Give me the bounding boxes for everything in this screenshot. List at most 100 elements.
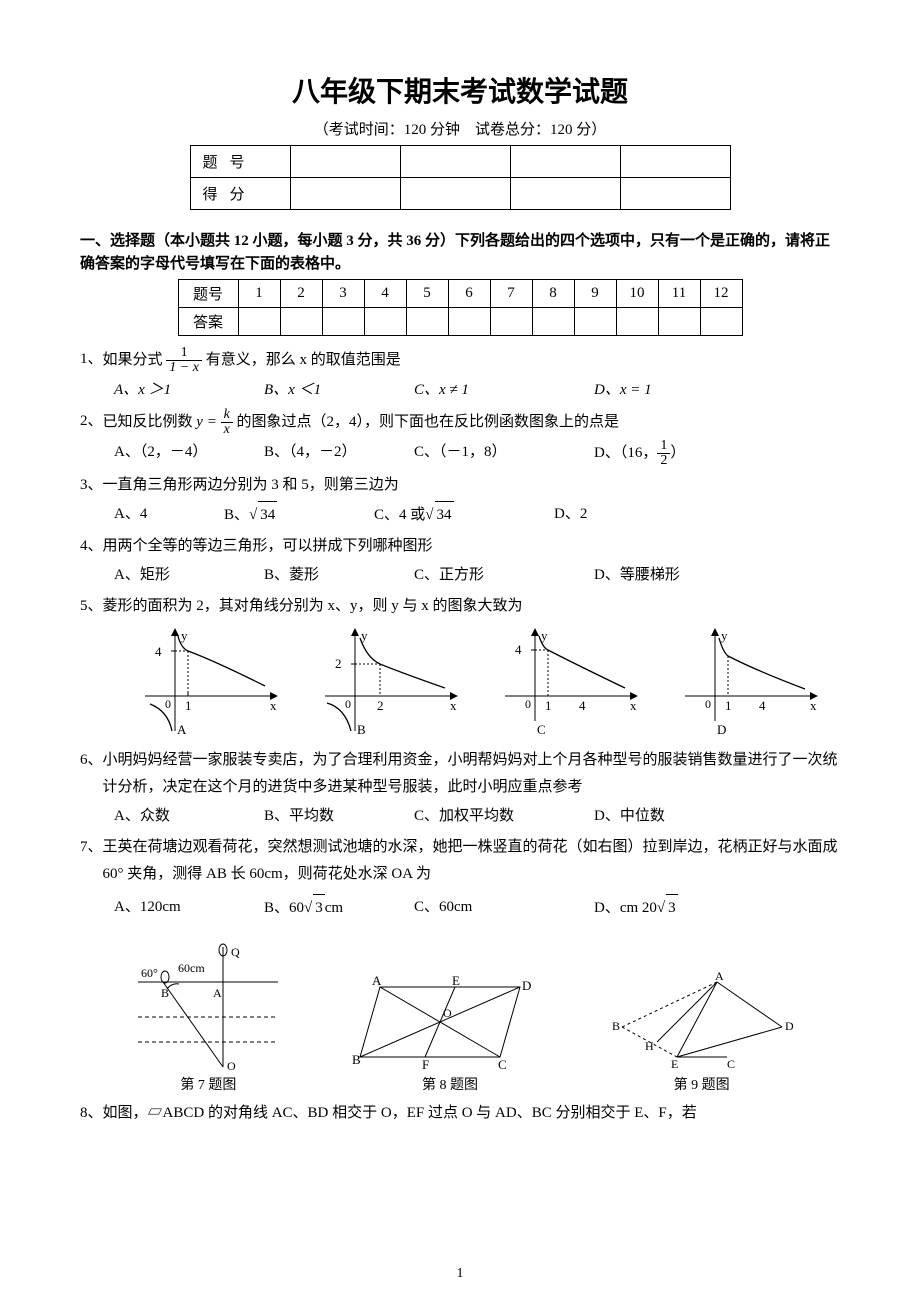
option-d: D、cm 203 — [594, 894, 744, 922]
score-cell — [400, 178, 510, 210]
denominator: x — [221, 423, 233, 437]
svg-text:y: y — [541, 628, 548, 643]
sqrt-icon — [425, 502, 433, 529]
option-a: A、矩形 — [114, 562, 264, 589]
question-number: 3、 — [80, 472, 103, 499]
svg-text:B: B — [612, 1019, 620, 1033]
sqrt-val: 3 — [313, 894, 325, 922]
answer-col: 11 — [658, 280, 700, 308]
svg-text:4: 4 — [759, 698, 766, 713]
svg-text:A: A — [177, 722, 187, 737]
question-number: 5、 — [80, 593, 103, 620]
svg-text:B: B — [352, 1052, 361, 1067]
svg-text:4: 4 — [515, 642, 522, 657]
svg-text:O: O — [227, 1059, 236, 1072]
svg-text:y: y — [721, 628, 728, 643]
opt-d-post: ） — [670, 440, 685, 467]
question-number: 2、 — [80, 408, 103, 437]
option-a: A、4 — [114, 501, 224, 529]
option-b: B、菱形 — [264, 562, 414, 589]
numerator: 1 — [657, 439, 670, 454]
option-c: C、加权平均数 — [414, 803, 594, 830]
svg-text:x: x — [630, 698, 637, 713]
q7-options: A、120cm B、603 cm C、60cm D、cm 203 — [114, 894, 840, 922]
page-number: 1 — [0, 1266, 920, 1282]
option-d: D、中位数 — [594, 803, 744, 830]
option-b: B、平均数 — [264, 803, 414, 830]
svg-text:B: B — [357, 722, 366, 737]
question-number: 1、 — [80, 346, 103, 375]
denominator: 1 − x — [166, 361, 202, 375]
svg-text:x: x — [270, 698, 277, 713]
svg-text:0: 0 — [525, 697, 531, 711]
figure-8: A E D B F C O 第 8 题图 — [340, 972, 560, 1094]
q5-charts: y x 0 4 1 A y x 0 2 2 B y x 0 — [120, 626, 840, 741]
sqrt-icon — [657, 895, 665, 922]
answer-cell — [532, 308, 574, 336]
answer-table-header-row: 题号 1 2 3 4 5 6 7 8 9 10 11 12 — [178, 280, 742, 308]
svg-text:60cm: 60cm — [178, 961, 205, 975]
answer-table-answer-row: 答案 — [178, 308, 742, 336]
option-c: C、（－1，8） — [414, 439, 594, 468]
svg-text:0: 0 — [165, 697, 171, 711]
score-row-label: 题号 — [190, 146, 290, 178]
score-cell — [290, 178, 400, 210]
svg-text:C: C — [537, 722, 546, 737]
answer-col: 7 — [490, 280, 532, 308]
question-text: 一直角三角形两边分别为 3 和 5，则第三边为 — [103, 472, 840, 499]
answer-col: 9 — [574, 280, 616, 308]
q1-pre: 如果分式 — [103, 352, 167, 368]
svg-text:60°: 60° — [141, 966, 158, 980]
option-d: D、（16，12） — [594, 439, 744, 468]
option-c: C、正方形 — [414, 562, 594, 589]
answer-cell — [616, 308, 658, 336]
numerator: k — [221, 408, 233, 423]
svg-text:y: y — [181, 628, 188, 643]
svg-text:E: E — [671, 1057, 678, 1071]
figure-caption: 第 9 题图 — [607, 1074, 797, 1094]
answer-col: 10 — [616, 280, 658, 308]
chart-d: y x 0 1 4 D — [675, 626, 825, 741]
svg-text:E: E — [452, 973, 460, 988]
option-b: B、603 cm — [264, 894, 414, 922]
score-cell — [620, 178, 730, 210]
answer-col: 4 — [364, 280, 406, 308]
option-a: A、众数 — [114, 803, 264, 830]
chart-a: y x 0 4 1 A — [135, 626, 285, 741]
svg-text:4: 4 — [579, 698, 586, 713]
svg-text:2: 2 — [335, 656, 342, 671]
option-a: A、x ＞1 — [114, 377, 264, 404]
question-text: 用两个全等的等边三角形，可以拼成下列哪种图形 — [103, 533, 840, 560]
svg-text:0: 0 — [705, 697, 711, 711]
svg-text:O: O — [443, 1006, 452, 1020]
question-6: 6、 小明妈妈经营一家服装专卖店，为了合理利用资金，小明帮妈妈对上个月各种型号的… — [80, 747, 840, 801]
svg-text:C: C — [498, 1057, 507, 1072]
c-pre: C、4 或 — [374, 502, 425, 529]
chart-b: y x 0 2 2 B — [315, 626, 465, 741]
sqrt-icon — [249, 502, 257, 529]
question-4: 4、 用两个全等的等边三角形，可以拼成下列哪种图形 — [80, 533, 840, 560]
score-cell — [510, 178, 620, 210]
denominator: 2 — [657, 454, 670, 468]
q2-post: 的图象过点（2，4），则下面也在反比例函数图象上的点是 — [237, 414, 620, 430]
score-cell — [400, 146, 510, 178]
svg-text:D: D — [522, 978, 531, 993]
svg-text:D: D — [717, 722, 726, 737]
svg-text:D: D — [785, 1019, 794, 1033]
answer-row-label: 答案 — [178, 308, 238, 336]
svg-text:2: 2 — [377, 698, 384, 713]
fraction: k x — [221, 408, 233, 437]
svg-text:x: x — [450, 698, 457, 713]
question-5: 5、 菱形的面积为 2，其对角线分别为 x、y，则 y 与 x 的图象大致为 — [80, 593, 840, 620]
svg-text:0: 0 — [345, 697, 351, 711]
svg-text:F: F — [422, 1057, 429, 1072]
question-3: 3、 一直角三角形两边分别为 3 和 5，则第三边为 — [80, 472, 840, 499]
answer-header-label: 题号 — [178, 280, 238, 308]
option-b: B、34 — [224, 501, 374, 529]
q2-eq: y = — [196, 414, 220, 430]
question-text: 小明妈妈经营一家服装专卖店，为了合理利用资金，小明帮妈妈对上个月各种型号的服装销… — [103, 747, 840, 801]
question-number: 8、 — [80, 1100, 103, 1127]
b-pre: B、60 — [264, 895, 304, 922]
answer-cell — [238, 308, 280, 336]
question-number: 6、 — [80, 747, 103, 801]
